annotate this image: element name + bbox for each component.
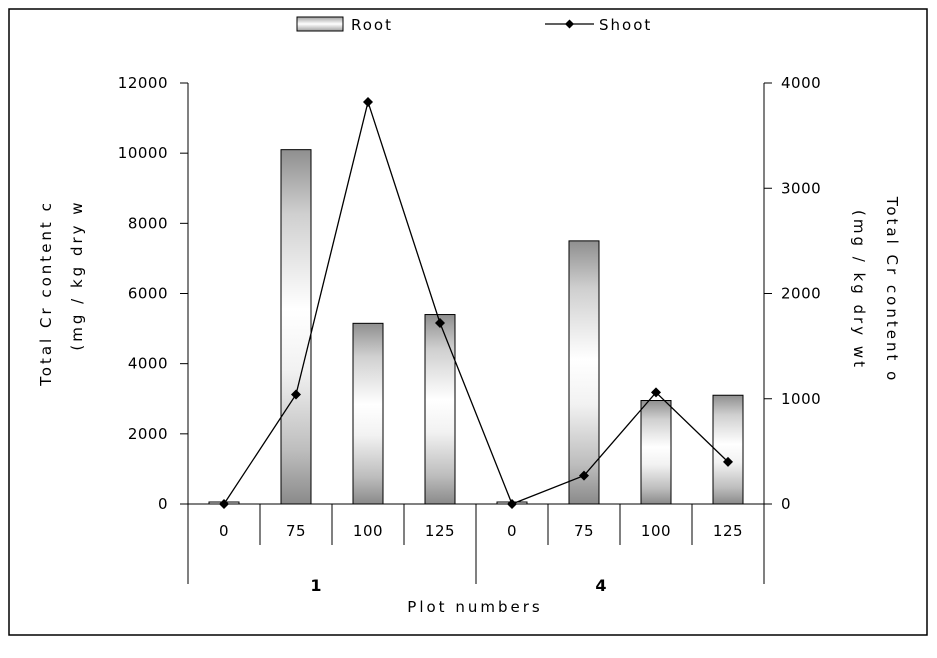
root-bar (352, 322, 384, 505)
shoot-point (723, 456, 733, 467)
right-tick-label: 0 (781, 495, 791, 513)
x-tick-label: 0 (219, 522, 229, 540)
left-axis-title-line2: (mg / kg dry w (68, 199, 86, 350)
legend-shoot-label: Shoot (599, 16, 652, 34)
shoot-point (507, 499, 517, 509)
shoot-point (435, 317, 445, 328)
left-tick-label: 10000 (118, 144, 168, 162)
shoot-series-line (223, 99, 729, 505)
right-axis-title-line2: (mg / kg dry wt (850, 210, 868, 370)
root-bar (712, 394, 744, 505)
shoot-point (651, 387, 661, 398)
shoot-point (219, 499, 229, 509)
shoot-point (579, 470, 589, 481)
left-tick-label: 12000 (118, 74, 168, 92)
x-tick-label: 100 (353, 522, 383, 540)
left-tick-label: 0 (158, 495, 168, 513)
x-tick-label: 0 (507, 522, 517, 540)
left-tick-label: 8000 (128, 214, 168, 232)
root-bar (424, 314, 456, 505)
x-tick-label: 125 (425, 522, 455, 540)
root-bar (568, 240, 600, 505)
right-tick-label: 2000 (781, 285, 821, 303)
x-tick-label: 75 (286, 522, 306, 540)
left-tick-label: 6000 (128, 285, 168, 303)
group-label-1: 1 (310, 576, 321, 595)
legend-shoot-marker (565, 19, 574, 29)
legend-root-swatch (296, 16, 344, 32)
left-tick-label: 4000 (128, 355, 168, 373)
right-tick-label: 3000 (781, 179, 821, 197)
x-tick-label: 75 (574, 522, 594, 540)
shoot-point (291, 389, 301, 400)
shoot-point (363, 96, 373, 107)
group-label-4: 4 (595, 576, 606, 595)
root-bar (280, 149, 312, 505)
right-tick-label: 4000 (781, 74, 821, 92)
x-tick-label: 125 (713, 522, 743, 540)
chart-frame (8, 8, 928, 636)
left-axis-title-line1: Total Cr content c (37, 200, 55, 387)
right-axis-title-line1: Total Cr content o (883, 196, 901, 384)
left-axis-title: Total Cr content c (mg / kg dry w (37, 199, 86, 386)
left-tick-label: 2000 (128, 425, 168, 443)
legend: Root Shoot (296, 16, 652, 34)
legend-root-label: Root (351, 16, 393, 34)
right-tick-label: 1000 (781, 390, 821, 408)
right-axis-title: Total Cr content o (mg / kg dry wt (850, 196, 901, 384)
x-axis-title: Plot numbers (407, 598, 542, 616)
root-bar (640, 400, 672, 505)
x-tick-label: 100 (641, 522, 671, 540)
